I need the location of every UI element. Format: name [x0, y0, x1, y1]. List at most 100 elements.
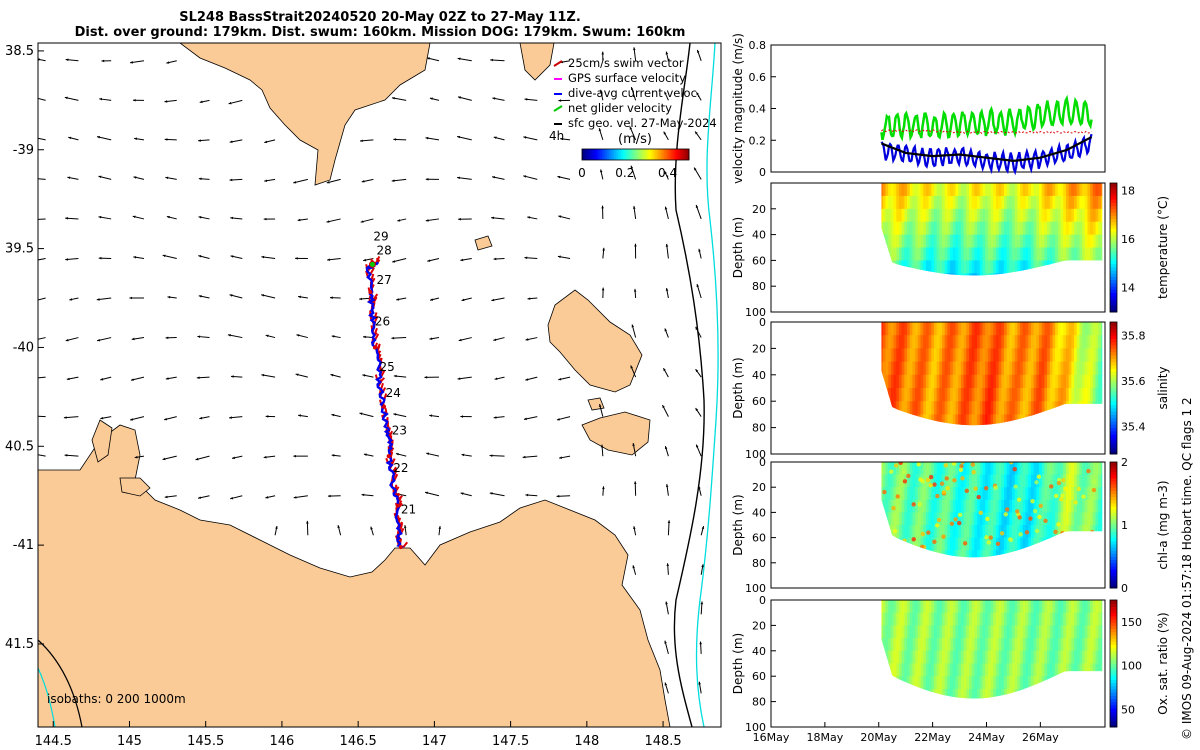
section-cell [931, 322, 935, 337]
section-cell [1063, 625, 1067, 640]
section-cell [1033, 663, 1038, 678]
geo-velocity-arrowhead [633, 481, 637, 485]
geo-velocity-arrowhead [427, 259, 431, 262]
section-cell [1025, 247, 1030, 262]
section-y-tick-label: 40 [752, 229, 766, 242]
section-cell [896, 462, 900, 476]
section-cell [1009, 650, 1014, 665]
section-cell [885, 322, 890, 337]
section-colorbar-cell [1110, 685, 1117, 690]
section-cell [998, 650, 1003, 665]
section-cell [939, 414, 944, 426]
section-cell [1009, 208, 1014, 223]
section-cell [885, 462, 890, 476]
section-cell [1090, 638, 1094, 652]
section-cell [990, 663, 995, 678]
section-cell [1100, 612, 1103, 627]
geo-velocity-arrowhead [326, 180, 330, 184]
section-cell [1001, 247, 1005, 262]
section-cell [896, 474, 900, 489]
section-cell [1084, 234, 1089, 249]
geo-velocity-arrowhead [663, 368, 666, 372]
section-sample-dot [901, 470, 907, 475]
section-colorbar-cell [1110, 199, 1117, 203]
section-cell [904, 208, 909, 223]
section-sample-dot [1076, 486, 1081, 492]
section-cell [1033, 195, 1038, 210]
section-cell [974, 401, 979, 416]
section-cell [1012, 663, 1016, 678]
geo-velocity-arrowhead [632, 205, 636, 209]
section-cell [885, 625, 890, 640]
section-cell [1079, 625, 1084, 640]
section-cell [1006, 612, 1011, 627]
surfacing-point [395, 503, 400, 508]
section-colorbar-cell [1110, 515, 1117, 520]
section-cell [933, 612, 938, 627]
section-cell [1017, 487, 1022, 501]
section-sample-dot [889, 469, 894, 474]
section-cell [1003, 195, 1008, 210]
section-cell [912, 612, 917, 627]
section-cell [1079, 612, 1084, 627]
section-cell [1057, 650, 1062, 665]
section-y-axis-label: Depth (m) [731, 217, 745, 278]
section-cell [936, 625, 941, 640]
section-cell [985, 474, 989, 489]
section-cell [995, 374, 1000, 389]
section-sample-dot [936, 517, 942, 523]
section-cell [1047, 388, 1051, 403]
section-cell [1014, 335, 1019, 350]
section-cell [1068, 499, 1073, 514]
geo-velocity-arrowhead [393, 138, 397, 141]
section-cell [1068, 208, 1073, 223]
section-cell [998, 414, 1003, 426]
section-cell [1022, 474, 1027, 489]
section-cell [928, 487, 933, 501]
section-cell [990, 625, 995, 640]
section-cell [1068, 221, 1073, 236]
section-cell [1036, 388, 1041, 403]
section-cell [1028, 374, 1032, 389]
section-y-tick-label: 40 [752, 369, 766, 382]
section-sample-dot [1092, 479, 1097, 484]
geo-velocity-arrowhead [492, 176, 495, 179]
section-colorbar-cell [1110, 502, 1117, 507]
section-cell [1028, 625, 1032, 640]
geo-velocity-arrowhead [602, 486, 605, 490]
section-cell [942, 474, 946, 489]
section-cell [1065, 322, 1070, 337]
section-cell [990, 234, 995, 249]
section-cell [1017, 374, 1022, 389]
section-cell [939, 348, 944, 363]
geo-velocity-arrow [38, 454, 46, 457]
section-cell [963, 512, 968, 526]
section-cell [990, 414, 995, 426]
section-cell [888, 195, 892, 210]
section-sample-dot [1061, 478, 1066, 483]
geo-velocity-arrowhead [527, 297, 531, 300]
section-cell [1082, 247, 1086, 262]
geo-velocity-arrowhead [602, 247, 605, 251]
section-cell [1039, 335, 1043, 350]
section-panel-frame [770, 461, 1106, 589]
section-cell [1001, 600, 1005, 614]
section-sample-dot [1043, 518, 1048, 523]
section-cell [1028, 208, 1032, 223]
section-cell [1022, 260, 1027, 275]
section-cell [966, 335, 970, 350]
geo-velocity-arrowhead [429, 337, 433, 340]
section-cell [890, 234, 895, 249]
section-sample-dot [941, 534, 946, 539]
section-cell [1020, 600, 1024, 614]
section-cell [985, 638, 989, 652]
section-cell [1063, 388, 1067, 403]
map-x-tick-label: 145.5 [187, 734, 224, 749]
section-cell [960, 663, 965, 678]
section-cell [1092, 183, 1097, 197]
section-sample-dot [894, 463, 899, 468]
geo-velocity-arrowhead [100, 377, 104, 381]
colorbar-cell [646, 149, 649, 160]
section-cell [882, 600, 887, 614]
section-cell [1074, 462, 1078, 476]
